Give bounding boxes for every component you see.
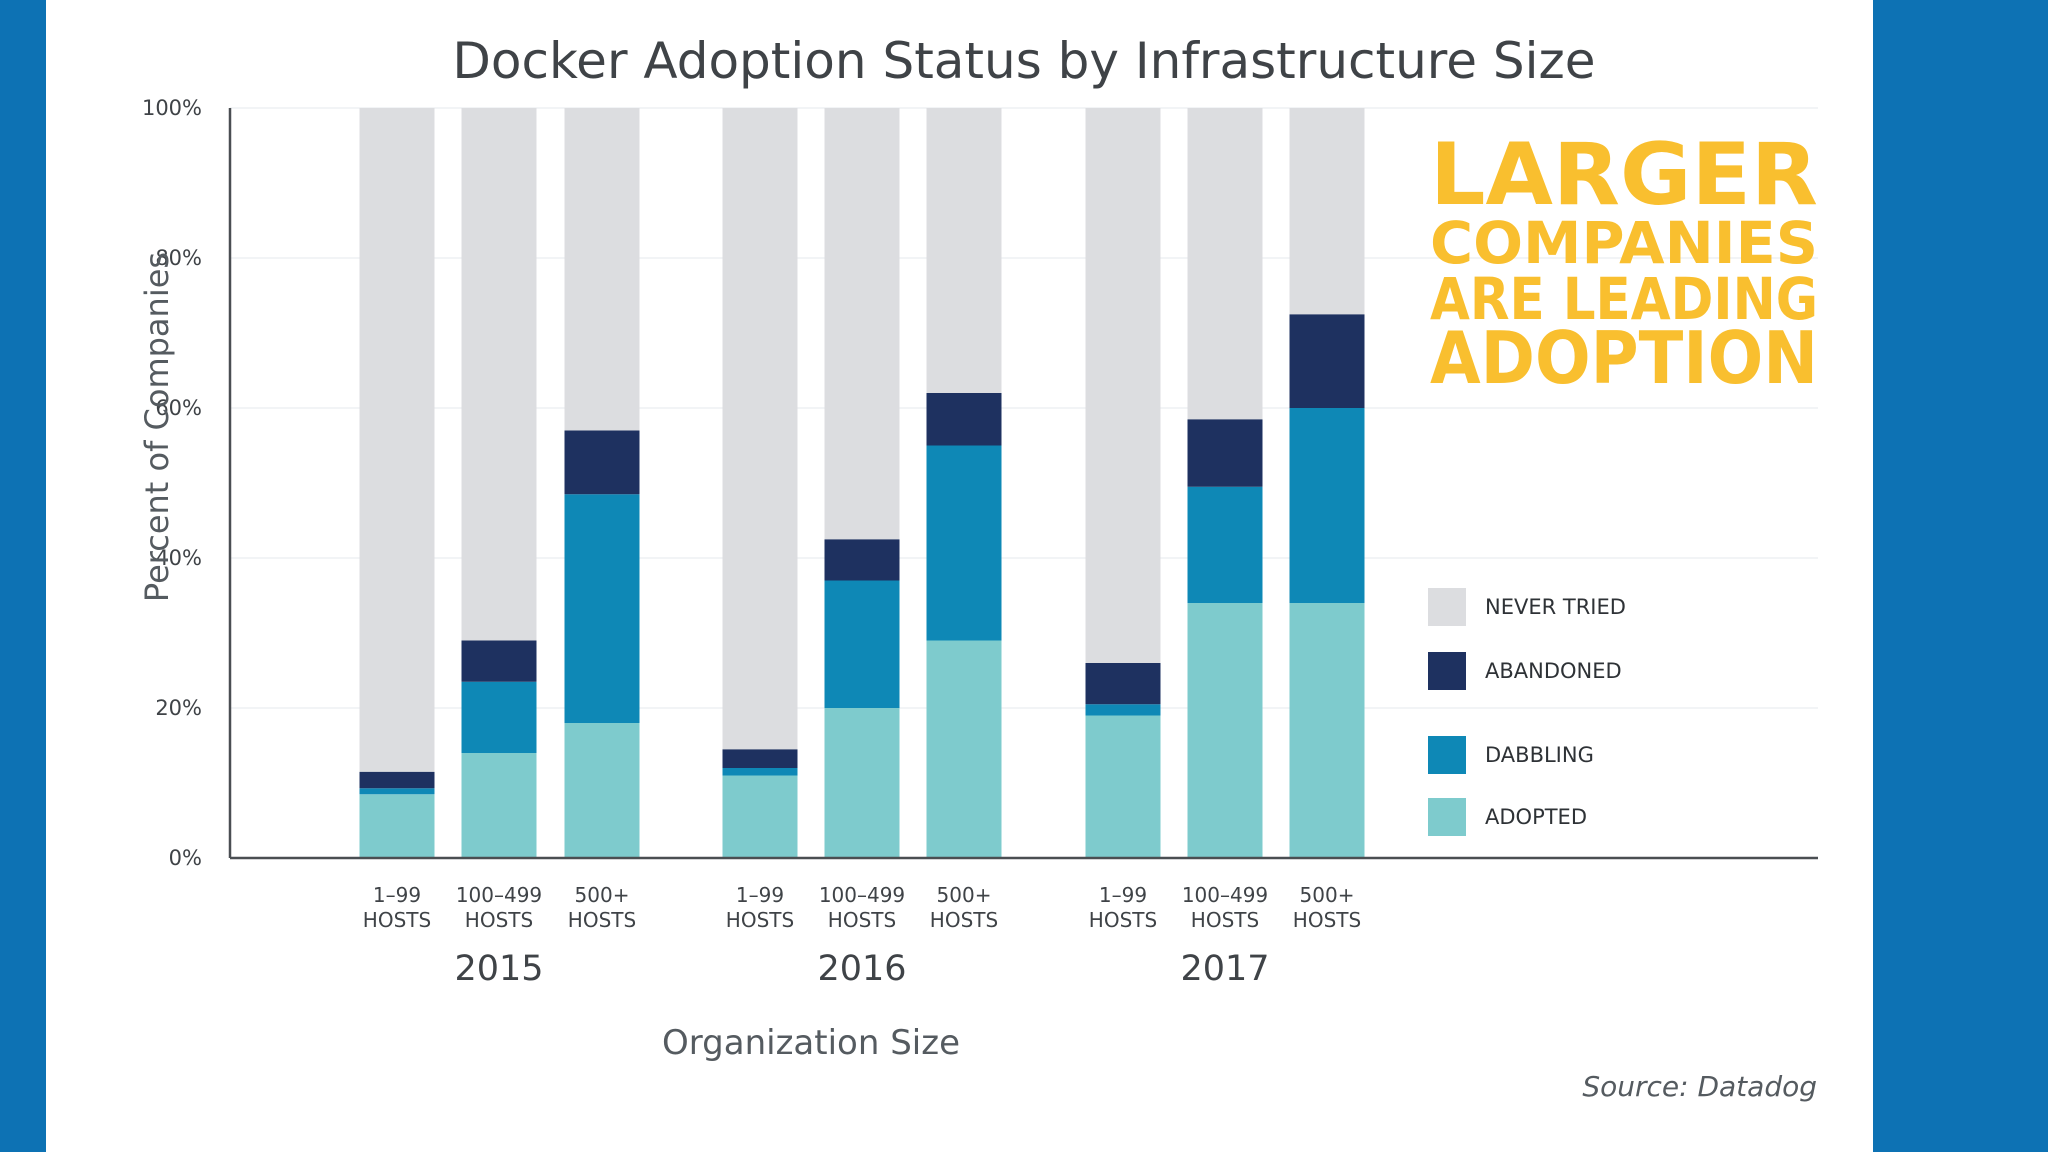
y-tick-label: 20% [155, 696, 202, 720]
bar-segment-never-tried [926, 108, 1002, 393]
bar-segment-adopted [1187, 603, 1263, 858]
category-label-unit: HOSTS [465, 908, 533, 932]
category-label-size: 100–499 [456, 883, 542, 907]
bar-segment-dabbling [1085, 704, 1161, 716]
x-axis-label: Organization Size [662, 1023, 960, 1063]
source-note: Source: Datadog [1582, 1070, 1817, 1103]
y-tick-label: 0% [169, 846, 202, 870]
y-tick-label: 80% [155, 246, 202, 270]
bar-segment-dabbling [824, 580, 900, 708]
bar-segment-never-tried [564, 108, 640, 431]
bar-segment-adopted [461, 753, 537, 858]
bar-segment-adopted [926, 640, 1002, 858]
legend-label-adopted: ADOPTED [1485, 805, 1587, 829]
category-label-size: 500+ [575, 883, 630, 907]
bar-segment-adopted [359, 794, 435, 858]
bar-segment-never-tried [461, 108, 537, 641]
callout-line-1: LARGER [1430, 125, 1818, 225]
group-label-2017: 2017 [1180, 949, 1269, 989]
bar-segment-abandoned [359, 771, 435, 789]
bar-segment-adopted [1085, 715, 1161, 858]
callout-line-2: COMPANIES [1430, 209, 1818, 277]
category-label-unit: HOSTS [1089, 908, 1157, 932]
callout-line-4: ADOPTION [1430, 316, 1818, 400]
y-tick-label: 40% [155, 546, 202, 570]
bar-segment-dabbling [722, 768, 798, 776]
bar-segment-dabbling [461, 681, 537, 753]
category-label-size: 100–499 [1182, 883, 1268, 907]
bar-segment-dabbling [926, 445, 1002, 641]
category-label-size: 1–99 [736, 883, 784, 907]
bar-segment-abandoned [824, 539, 900, 581]
category-label-size: 500+ [937, 883, 992, 907]
bar-segment-never-tried [824, 108, 900, 540]
bar-segment-adopted [824, 708, 900, 858]
bar-segment-adopted [722, 775, 798, 858]
legend-swatch-adopted [1428, 798, 1466, 836]
y-tick-label: 100% [142, 96, 202, 120]
category-label-unit: HOSTS [1293, 908, 1361, 932]
category-label-unit: HOSTS [363, 908, 431, 932]
bar-segment-abandoned [1085, 663, 1161, 705]
bar-segment-adopted [1289, 603, 1365, 858]
chart-title: Docker Adoption Status by Infrastructure… [452, 32, 1595, 90]
legend-swatch-abandoned [1428, 652, 1466, 690]
category-label-unit: HOSTS [726, 908, 794, 932]
year-labels: 2015 2016 2017 [454, 949, 1269, 989]
bar-segment-abandoned [461, 640, 537, 682]
bar-segment-never-tried [1085, 108, 1161, 663]
category-labels: 1–99HOSTS100–499HOSTS500+HOSTS1–99HOSTS1… [363, 883, 1361, 932]
bar-segment-abandoned [1289, 314, 1365, 408]
legend: NEVER TRIED ABANDONED DABBLING ADOPTED [1428, 588, 1626, 836]
legend-label-never-tried: NEVER TRIED [1485, 595, 1626, 619]
bar-segment-abandoned [926, 393, 1002, 446]
bar-segment-abandoned [564, 430, 640, 495]
category-label-size: 1–99 [1099, 883, 1147, 907]
group-label-2015: 2015 [454, 949, 543, 989]
category-label-unit: HOSTS [1191, 908, 1259, 932]
slide: Docker Adoption Status by Infrastructure… [46, 0, 1873, 1152]
legend-label-dabbling: DABBLING [1485, 743, 1594, 767]
bar-segment-dabbling [564, 494, 640, 723]
y-tick-label: 60% [155, 396, 202, 420]
bar-segment-never-tried [722, 108, 798, 750]
category-label-size: 1–99 [373, 883, 421, 907]
bar-segment-dabbling [1289, 408, 1365, 603]
legend-swatch-never-tried [1428, 588, 1466, 626]
category-label-unit: HOSTS [930, 908, 998, 932]
bar-segment-dabbling [1187, 486, 1263, 603]
bars [359, 108, 1365, 858]
legend-swatch-dabbling [1428, 736, 1466, 774]
chart: Docker Adoption Status by Infrastructure… [138, 32, 1818, 1103]
bar-segment-abandoned [722, 749, 798, 768]
category-label-size: 100–499 [819, 883, 905, 907]
bar-segment-never-tried [1187, 108, 1263, 420]
bar-segment-dabbling [359, 788, 435, 795]
bar-segment-never-tried [1289, 108, 1365, 315]
category-label-unit: HOSTS [828, 908, 896, 932]
category-label-size: 500+ [1300, 883, 1355, 907]
group-label-2016: 2016 [817, 949, 906, 989]
bar-segment-abandoned [1187, 419, 1263, 487]
legend-label-abandoned: ABANDONED [1485, 659, 1622, 683]
callout-line-3: ARE LEADING [1430, 265, 1818, 333]
bar-segment-never-tried [359, 108, 435, 772]
y-axis-label: Percent of Companies [138, 252, 176, 602]
bar-segment-adopted [564, 723, 640, 858]
category-label-unit: HOSTS [568, 908, 636, 932]
y-axis-ticks: 0% 20% 40% 60% 80% 100% [142, 96, 202, 870]
callout-headline: LARGER COMPANIES ARE LEADING ADOPTION [1430, 125, 1818, 400]
